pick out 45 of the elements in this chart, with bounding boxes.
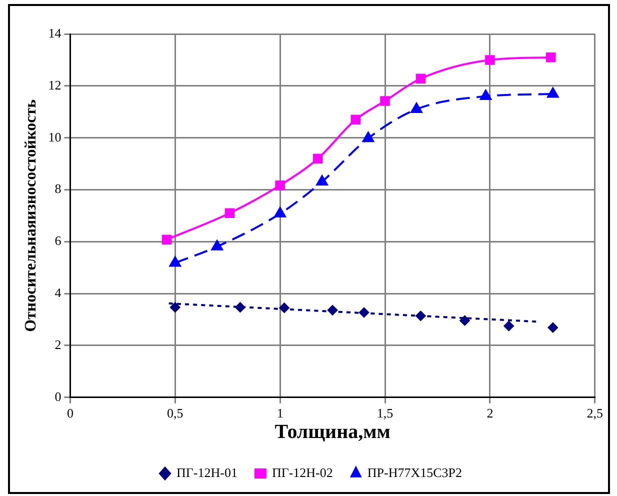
y-tick-label: 0 xyxy=(54,388,62,404)
point xyxy=(460,316,470,326)
point xyxy=(362,132,374,142)
point xyxy=(410,102,422,114)
x-tick-label: 0,5 xyxy=(167,406,184,421)
y-tick-label: 4 xyxy=(54,284,62,300)
legend-label: ПР-Н77Х15С3Р2 xyxy=(367,464,462,480)
x-tick-label: 1,5 xyxy=(376,406,394,421)
point xyxy=(312,154,323,164)
x-tick-label: 2 xyxy=(486,406,494,421)
y-tick-label: 8 xyxy=(54,181,62,196)
y-tick-label: 10 xyxy=(48,129,62,144)
y-tick-label: 14 xyxy=(48,25,62,40)
point xyxy=(350,114,361,125)
y-tick-label: 12 xyxy=(48,77,62,92)
x-tick-label: 0 xyxy=(66,406,74,421)
point xyxy=(359,308,370,318)
point xyxy=(170,302,180,312)
point xyxy=(235,302,246,312)
point xyxy=(211,240,223,250)
point xyxy=(480,90,492,100)
x-tick-label: 1 xyxy=(276,406,284,421)
point xyxy=(162,234,172,244)
point xyxy=(547,87,559,98)
x-axis-title: Толщина,мм xyxy=(274,421,390,444)
y-axis-title: Относительнаяизносостойкость xyxy=(22,98,40,332)
point xyxy=(485,55,495,65)
point xyxy=(416,310,426,321)
point xyxy=(275,180,285,190)
point xyxy=(316,175,328,186)
point xyxy=(548,322,558,333)
legend-label: ПГ-12Н-01 xyxy=(176,464,238,480)
point xyxy=(279,302,290,313)
point xyxy=(546,52,556,62)
legend-label: ПГ-12Н-02 xyxy=(272,464,333,480)
y-tick-label: 6 xyxy=(54,233,62,248)
y-tick-label: 2 xyxy=(54,336,62,352)
point xyxy=(504,321,514,332)
point xyxy=(169,256,181,267)
x-tick-label: 2,5 xyxy=(586,406,603,421)
point xyxy=(224,208,235,218)
point xyxy=(328,305,338,316)
point xyxy=(416,74,426,84)
point xyxy=(380,96,390,106)
point xyxy=(274,207,286,218)
